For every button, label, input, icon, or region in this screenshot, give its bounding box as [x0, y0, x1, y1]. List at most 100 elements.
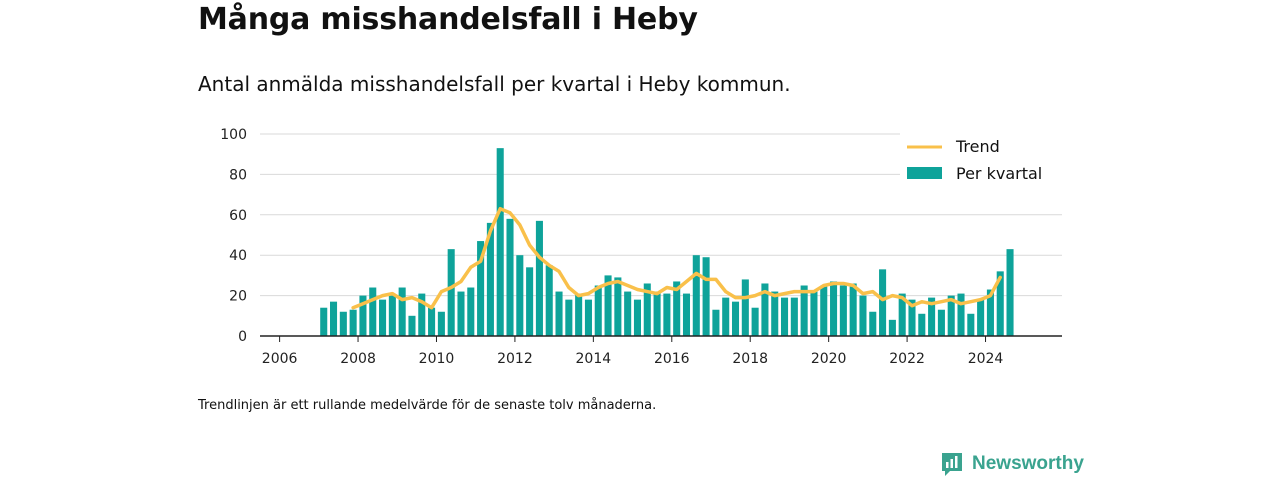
- x-tick-label: 2022: [889, 351, 925, 367]
- y-tick-label: 80: [229, 167, 247, 183]
- bar: [614, 277, 622, 336]
- bar: [751, 307, 759, 336]
- y-tick-label: 20: [229, 289, 247, 305]
- bar: [555, 291, 563, 336]
- y-tick-label: 60: [229, 208, 247, 224]
- y-tick-label: 40: [229, 248, 247, 264]
- bar: [947, 295, 955, 336]
- bar: [712, 309, 720, 336]
- bar: [781, 297, 789, 336]
- bar: [447, 249, 455, 336]
- bar: [643, 283, 651, 336]
- x-tick-label: 2008: [340, 351, 376, 367]
- x-tick-label: 2020: [811, 351, 847, 367]
- bar: [918, 313, 926, 336]
- bar: [996, 271, 1004, 336]
- bar: [506, 218, 514, 336]
- chart-area: 0 20 40 60 80 100 2006 2008 2010 2012 2014 2016 2018…: [220, 127, 1062, 367]
- bar: [800, 285, 808, 336]
- bar: [830, 281, 838, 336]
- bar: [575, 293, 583, 336]
- bar: [790, 297, 798, 336]
- bar: [398, 287, 406, 336]
- bar: [859, 295, 867, 336]
- bar: [967, 313, 975, 336]
- bar: [928, 297, 936, 336]
- bar: [408, 315, 416, 336]
- bar: [879, 269, 887, 336]
- bar: [731, 301, 740, 336]
- bar: [839, 285, 847, 336]
- x-tick-label: 2018: [732, 351, 768, 367]
- chart-subtitle: Antal anmälda misshandelsfall per kvarta…: [198, 72, 791, 96]
- bar: [437, 311, 445, 336]
- bar: [477, 241, 485, 336]
- bar: [908, 299, 916, 336]
- bar: [369, 287, 377, 336]
- bar: [702, 257, 710, 336]
- bar: [320, 307, 328, 336]
- legend-bar-label: Per kvartal: [956, 164, 1042, 183]
- bar: [633, 299, 641, 336]
- bar: [820, 285, 828, 336]
- bar: [1006, 249, 1014, 336]
- bar: [957, 293, 965, 336]
- x-tick-label: 2006: [262, 351, 298, 367]
- bar: [761, 283, 769, 336]
- bar: [977, 299, 985, 336]
- bar: [359, 295, 367, 336]
- bar: [594, 285, 602, 336]
- x-tick-label: 2014: [576, 351, 612, 367]
- bar: [535, 220, 543, 336]
- legend-trend-label: Trend: [955, 137, 1000, 156]
- bar: [339, 311, 347, 336]
- bar: [722, 297, 730, 336]
- bar: [545, 265, 553, 336]
- bar: [467, 287, 475, 336]
- brand-logo: Newsworthy: [940, 451, 1084, 477]
- bar: [565, 299, 573, 336]
- bar: [986, 289, 994, 336]
- bar: [771, 291, 779, 336]
- bar: [898, 293, 906, 336]
- axes: 0 20 40 60 80 100 2006 2008 2010 2012 2014 2016 2018…: [220, 127, 1062, 367]
- bar: [388, 295, 396, 336]
- bar: [888, 319, 896, 336]
- bar: [653, 291, 661, 336]
- legend-bar-swatch: [907, 167, 942, 179]
- bar: [663, 293, 671, 336]
- x-tick-label: 2024: [968, 351, 1004, 367]
- bar: [379, 299, 387, 336]
- bar: [869, 311, 877, 336]
- bar-series: [320, 148, 1014, 336]
- bar: [526, 267, 534, 336]
- bar: [349, 309, 357, 336]
- bar: [741, 279, 749, 336]
- bar: [457, 291, 465, 336]
- x-tick-label: 2016: [654, 351, 690, 367]
- x-tick-label: 2012: [497, 351, 533, 367]
- newsworthy-logo-icon: [942, 453, 962, 476]
- trend-line: [351, 206, 1002, 310]
- bar: [624, 291, 632, 336]
- bar: [673, 281, 681, 336]
- x-tick-label: 2010: [419, 351, 455, 367]
- bar: [682, 293, 691, 336]
- bar: [418, 293, 426, 336]
- bar: [849, 283, 857, 336]
- bar: [496, 148, 504, 336]
- trend-series: [351, 206, 1002, 310]
- bar: [516, 255, 524, 336]
- bar: [486, 222, 494, 336]
- bar: [604, 275, 612, 336]
- brand-name: Newsworthy: [972, 453, 1084, 474]
- bar: [330, 301, 338, 336]
- footnote: Trendlinjen är ett rullande medelvärde f…: [198, 398, 657, 413]
- bar: [810, 291, 818, 336]
- chart-title: Många misshandelsfall i Heby: [198, 2, 698, 37]
- y-tick-label: 100: [220, 127, 247, 143]
- bar: [584, 299, 592, 336]
- bar: [692, 255, 700, 336]
- y-tick-label: 0: [238, 329, 247, 345]
- bar: [937, 309, 945, 336]
